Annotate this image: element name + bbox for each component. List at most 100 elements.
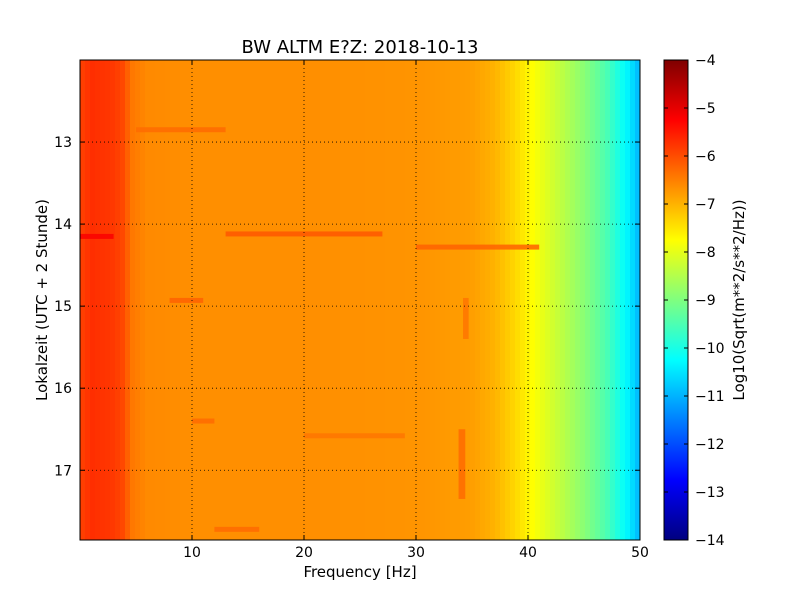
heatmap-column xyxy=(550,60,556,540)
x-tick-label: 20 xyxy=(295,545,313,561)
heatmap-feature xyxy=(458,429,466,499)
heatmap-column xyxy=(280,60,286,540)
heatmap-column xyxy=(575,60,581,540)
heatmap-column xyxy=(130,60,136,540)
heatmap-column xyxy=(360,60,366,540)
heatmap-column xyxy=(110,60,116,540)
heatmap-column xyxy=(260,60,266,540)
heatmap-feature xyxy=(192,418,215,424)
heatmap-column xyxy=(600,60,606,540)
heatmap-column xyxy=(230,60,236,540)
heatmap-columns xyxy=(80,60,640,540)
chart-title: BW ALTM E?Z: 2018-10-13 xyxy=(242,37,479,58)
colorbar-tick-label: −4 xyxy=(695,53,716,69)
heatmap-column xyxy=(605,60,611,540)
grid xyxy=(80,60,640,540)
heatmap-feature xyxy=(136,127,226,133)
heatmap-column xyxy=(505,60,511,540)
heatmap-column xyxy=(510,60,516,540)
colorbar-tick-label: −10 xyxy=(695,341,725,357)
plot-frame xyxy=(79,59,641,541)
heatmap-column xyxy=(365,60,371,540)
colorbar-tick-label: −9 xyxy=(695,293,716,309)
heatmap-feature xyxy=(225,231,383,237)
heatmap-column xyxy=(350,60,356,540)
heatmap-column xyxy=(415,60,421,540)
heatmap xyxy=(80,60,640,540)
heatmap-column xyxy=(395,60,401,540)
colorbar-tick-label: −13 xyxy=(695,485,725,501)
heatmap-column xyxy=(450,60,456,540)
heatmap-features xyxy=(80,127,540,532)
heatmap-column xyxy=(580,60,586,540)
heatmap-column xyxy=(610,60,616,540)
heatmap-column xyxy=(160,60,166,540)
heatmap-column xyxy=(310,60,316,540)
heatmap-column xyxy=(255,60,261,540)
heatmap-column xyxy=(270,60,276,540)
heatmap-column xyxy=(115,60,121,540)
colorbar-tick-label: −12 xyxy=(695,437,725,453)
heatmap-column xyxy=(140,60,146,540)
heatmap-column xyxy=(590,60,596,540)
heatmap-column xyxy=(495,60,501,540)
heatmap-column xyxy=(85,60,91,540)
heatmap-column xyxy=(375,60,381,540)
heatmap-column xyxy=(485,60,491,540)
colorbar-label: Log10(Sqrt(m**2/s**2/Hz)) xyxy=(730,199,748,400)
heatmap-column xyxy=(515,60,521,540)
y-tick-label: 16 xyxy=(54,381,72,397)
heatmap-column xyxy=(300,60,306,540)
x-axis-label: Frequency [Hz] xyxy=(303,563,416,581)
heatmap-column xyxy=(355,60,361,540)
heatmap-feature xyxy=(214,526,260,532)
heatmap-column xyxy=(95,60,101,540)
heatmap-column xyxy=(440,60,446,540)
y-axis-label: Lokalzeit (UTC + 2 Stunde) xyxy=(33,199,51,401)
heatmap-feature xyxy=(169,297,204,303)
x-tick-label: 50 xyxy=(631,545,649,561)
heatmap-column xyxy=(105,60,111,540)
heatmap-feature xyxy=(416,244,540,250)
y-tick-label: 14 xyxy=(54,217,72,233)
heatmap-column xyxy=(215,60,221,540)
heatmap-column xyxy=(335,60,341,540)
heatmap-column xyxy=(565,60,571,540)
heatmap-column xyxy=(265,60,271,540)
heatmap-column xyxy=(315,60,321,540)
heatmap-column xyxy=(520,60,526,540)
y-axis: 13 14 15 16 17 xyxy=(54,135,640,479)
heatmap-column xyxy=(585,60,591,540)
heatmap-column xyxy=(560,60,566,540)
heatmap-column xyxy=(245,60,251,540)
heatmap-column xyxy=(90,60,96,540)
heatmap-column xyxy=(145,60,151,540)
heatmap-column xyxy=(225,60,231,540)
heatmap-column xyxy=(380,60,386,540)
colorbar-ticks: −4 −5 −6 −7 −8 −9 −10 −11 −12 −13 −14 xyxy=(664,53,725,549)
heatmap-column xyxy=(430,60,436,540)
heatmap-column xyxy=(120,60,126,540)
colorbar-tick-label: −8 xyxy=(695,245,716,261)
colorbar-tick-label: −14 xyxy=(695,533,725,549)
heatmap-column xyxy=(455,60,461,540)
heatmap-column xyxy=(410,60,416,540)
heatmap-column xyxy=(555,60,561,540)
heatmap-column xyxy=(305,60,311,540)
heatmap-column xyxy=(595,60,601,540)
heatmap-column xyxy=(385,60,391,540)
heatmap-column xyxy=(570,60,576,540)
heatmap-column xyxy=(370,60,376,540)
heatmap-column xyxy=(325,60,331,540)
heatmap-column xyxy=(155,60,161,540)
colorbar-tick-label: −6 xyxy=(695,149,716,165)
heatmap-column xyxy=(460,60,466,540)
heatmap-column xyxy=(615,60,621,540)
heatmap-column xyxy=(475,60,481,540)
heatmap-column xyxy=(400,60,406,540)
heatmap-column xyxy=(165,60,171,540)
heatmap-column xyxy=(480,60,486,540)
heatmap-column xyxy=(535,60,541,540)
colorbar-tick-label: −7 xyxy=(695,197,716,213)
heatmap-column xyxy=(635,60,640,540)
